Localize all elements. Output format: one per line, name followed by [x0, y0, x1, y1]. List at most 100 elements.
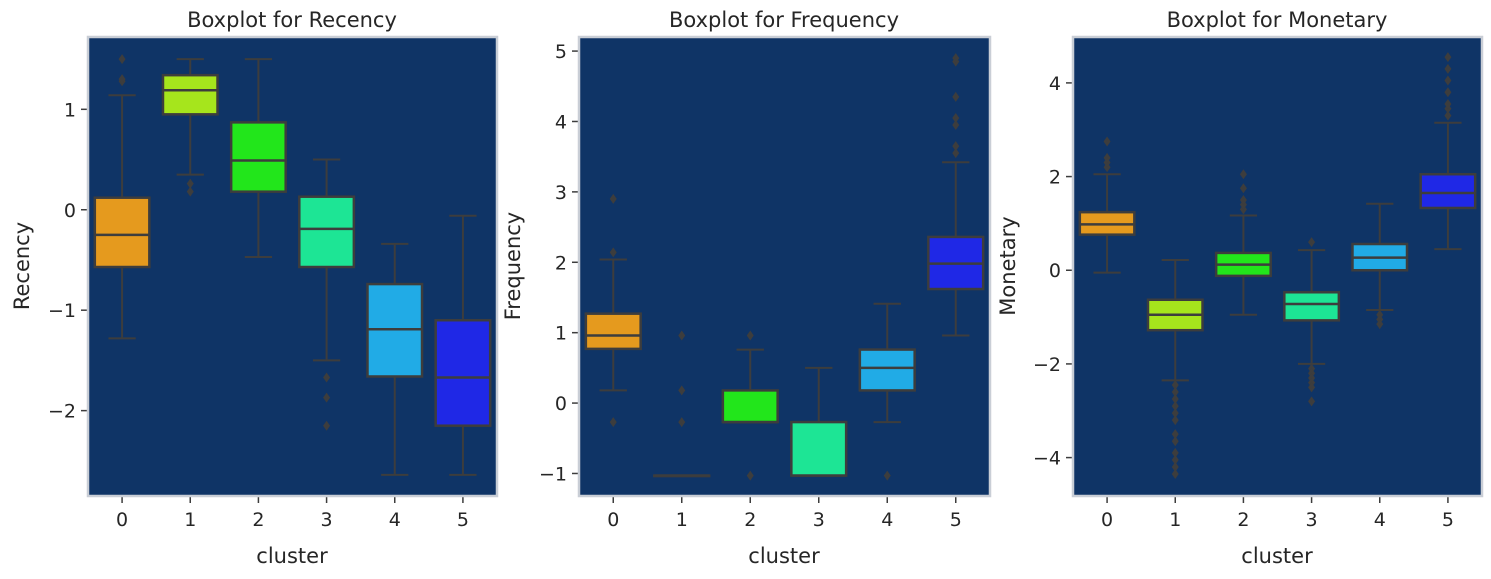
outlier-point: [1444, 98, 1452, 109]
outlier-point: [186, 178, 194, 189]
outlier-point: [1171, 415, 1179, 426]
outlier-point: [678, 417, 686, 428]
outlier-point: [952, 53, 960, 64]
iqr-box: [584, 312, 642, 351]
outlier-point: [1171, 454, 1179, 465]
recency-x-tick-label: 5: [457, 509, 469, 531]
recency-x-tick-label: 0: [116, 509, 128, 531]
iqr-box: [229, 121, 287, 193]
recency-box-cluster-1: [161, 58, 219, 197]
iqr-box: [790, 420, 848, 477]
frequency-chart-title: Boxplot for Frequency: [669, 8, 899, 32]
monetary-chart-title: Boxplot for Monetary: [1167, 8, 1388, 32]
frequency-y-tick-label: 4: [555, 111, 567, 133]
iqr-box: [721, 389, 779, 424]
monetary-x-tick-label: 4: [1374, 509, 1386, 531]
outlier-point: [746, 470, 754, 481]
frequency-box-cluster-4: [858, 302, 916, 481]
frequency-y-tick-label: 0: [555, 393, 567, 415]
monetary-box-cluster-1: [1146, 258, 1204, 479]
frequency-x-axis-label: cluster: [748, 544, 820, 568]
recency-box-cluster-0: [93, 54, 151, 340]
frequency-y-tick-label: 3: [555, 182, 567, 204]
outlier-point: [1171, 394, 1179, 405]
monetary-box-cluster-0: [1078, 136, 1136, 274]
outlier-point: [1103, 152, 1111, 163]
outlier-point: [1171, 436, 1179, 447]
outlier-point: [1171, 429, 1179, 440]
recency-x-tick-label: 1: [184, 509, 196, 531]
outlier-point: [1308, 396, 1316, 407]
iqr-box: [434, 318, 492, 427]
iqr-box: [161, 73, 219, 116]
frequency-box-cluster-1: [653, 330, 711, 478]
outlier-point: [1444, 110, 1452, 121]
outlier-point: [952, 141, 960, 152]
recency-x-axis-label: cluster: [256, 544, 328, 568]
monetary-x-tick-label: 1: [1169, 509, 1181, 531]
outlier-point: [1171, 461, 1179, 472]
recency-y-tick-label: −2: [48, 401, 76, 423]
recency-x-tick-label: 2: [252, 509, 264, 531]
iqr-box: [1419, 172, 1477, 210]
recency-chart-title: Boxplot for Recency: [187, 8, 397, 32]
outlier-point: [1308, 237, 1316, 248]
outlier-point: [1308, 382, 1316, 393]
frequency-x-tick-label: 3: [813, 509, 825, 531]
monetary-y-tick-label: −4: [1033, 448, 1061, 470]
frequency-boxplot-panel: Boxplot for Frequency cluster Frequency …: [501, 8, 992, 568]
frequency-box-cluster-5: [927, 53, 985, 337]
outlier-point: [952, 91, 960, 102]
outlier-point: [1171, 447, 1179, 458]
outlier-point: [678, 385, 686, 396]
monetary-y-tick-label: 2: [1049, 167, 1061, 189]
outlier-point: [609, 193, 617, 204]
monetary-y-tick-label: 4: [1049, 73, 1061, 95]
recency-box-cluster-4: [366, 242, 424, 476]
iqr-box: [93, 196, 151, 269]
monetary-x-tick-label: 5: [1442, 509, 1454, 531]
outlier-point: [118, 74, 126, 85]
frequency-x-tick-label: 4: [881, 509, 893, 531]
outlier-point: [323, 372, 331, 383]
outlier-point: [952, 148, 960, 159]
monetary-x-tick-label: 0: [1101, 509, 1113, 531]
monetary-box-cluster-4: [1351, 202, 1409, 330]
monetary-plot-frame: [1071, 35, 1484, 498]
monetary-y-tick-label: −2: [1033, 354, 1061, 376]
frequency-x-tick-label: 5: [950, 509, 962, 531]
recency-y-axis-label: Recency: [10, 222, 34, 310]
outlier-point: [1171, 401, 1179, 412]
frequency-x-tick-label: 2: [744, 509, 756, 531]
frequency-box-cluster-0: [584, 193, 642, 428]
outlier-point: [1103, 136, 1111, 147]
frequency-box-cluster-3: [790, 366, 848, 477]
iqr-box: [858, 348, 916, 392]
outlier-point: [609, 247, 617, 258]
frequency-plot-area: [579, 37, 990, 496]
outlier-point: [1171, 468, 1179, 479]
outlier-point: [118, 54, 126, 65]
frequency-plot-frame: [577, 35, 992, 498]
outlier-point: [1444, 87, 1452, 98]
outlier-point: [1444, 63, 1452, 74]
frequency-box-cluster-2: [721, 330, 779, 481]
outlier-point: [1444, 75, 1452, 86]
monetary-plot-area: [1073, 37, 1482, 496]
outlier-point: [323, 392, 331, 403]
frequency-y-tick-label: 5: [555, 41, 567, 63]
frequency-x-tick-label: 0: [607, 509, 619, 531]
recency-plot-area: [88, 37, 497, 496]
recency-x-tick-label: 3: [321, 509, 333, 531]
iqr-box: [1283, 291, 1341, 322]
outlier-point: [952, 119, 960, 130]
outlier-point: [1376, 319, 1384, 330]
monetary-x-tick-label: 3: [1306, 509, 1318, 531]
outlier-point: [883, 470, 891, 481]
frequency-y-tick-label: −1: [539, 463, 567, 485]
monetary-x-tick-label: 2: [1237, 509, 1249, 531]
outlier-point: [1239, 183, 1247, 194]
outlier-point: [1171, 379, 1179, 390]
outlier-point: [323, 420, 331, 431]
monetary-x-axis-label: cluster: [1241, 544, 1313, 568]
